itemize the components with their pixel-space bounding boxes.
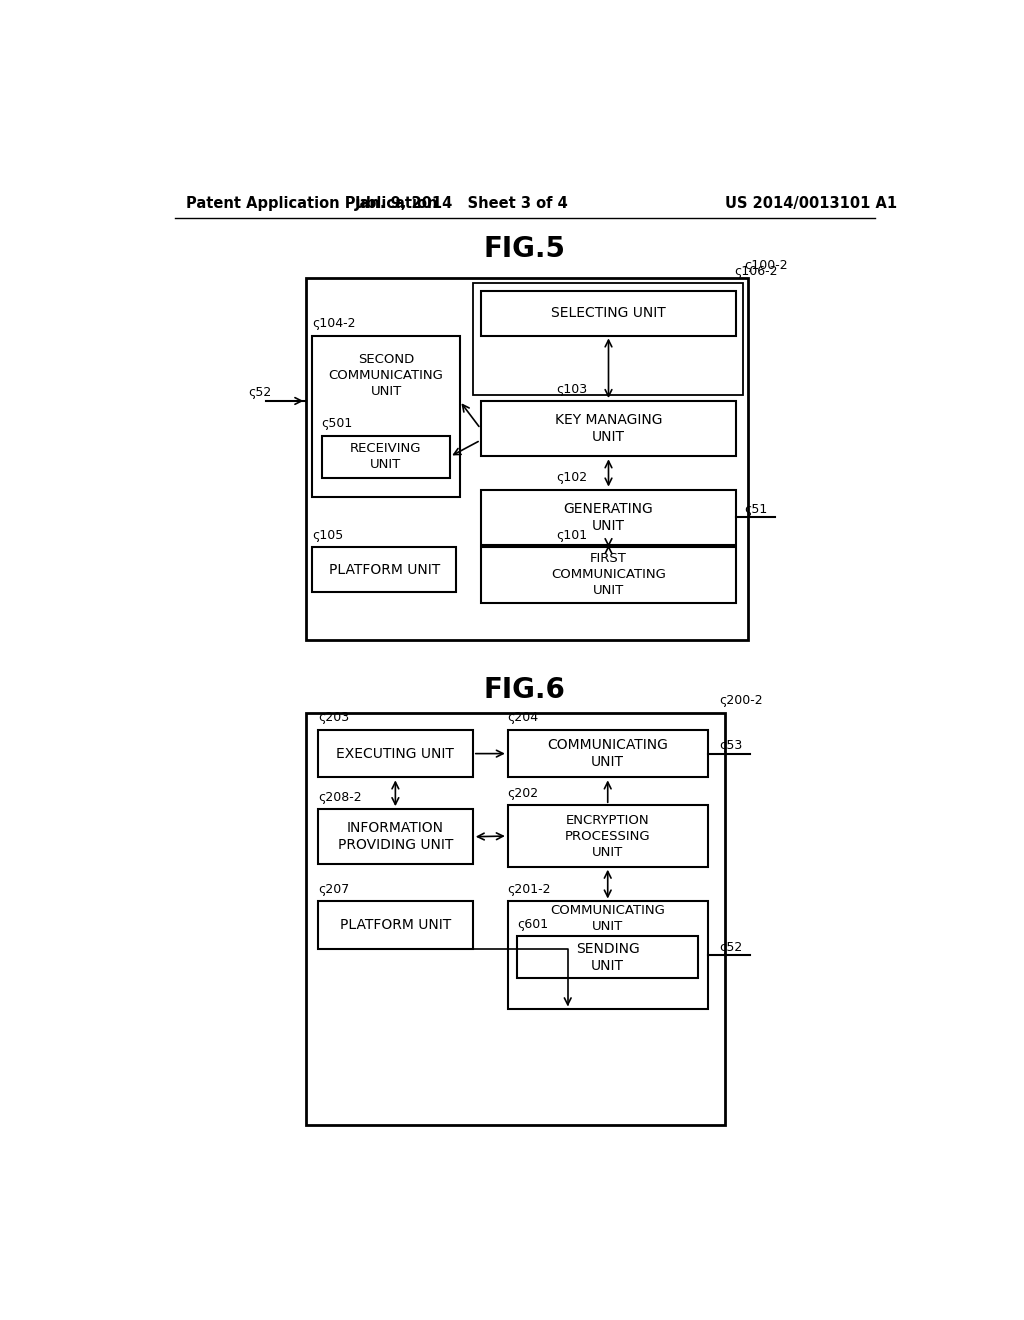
Text: ς208-2: ς208-2 — [317, 791, 361, 804]
Bar — [508, 805, 708, 867]
Text: FIG.6: FIG.6 — [484, 676, 565, 704]
Bar — [480, 401, 736, 457]
Text: INFORMATION
PROVIDING UNIT: INFORMATION PROVIDING UNIT — [338, 821, 453, 853]
Bar — [517, 936, 698, 978]
Text: EXECUTING UNIT: EXECUTING UNIT — [337, 747, 455, 760]
Text: ς53: ς53 — [719, 739, 742, 752]
Bar — [312, 335, 460, 498]
Bar — [473, 284, 742, 395]
Bar — [508, 730, 708, 777]
Text: ς501: ς501 — [322, 417, 353, 430]
Bar — [317, 730, 473, 777]
Text: ς204: ς204 — [508, 711, 539, 725]
Text: ς207: ς207 — [317, 883, 349, 896]
Text: Patent Application Publication: Patent Application Publication — [186, 195, 437, 211]
Text: SELECTING UNIT: SELECTING UNIT — [551, 306, 666, 321]
Text: ς52: ς52 — [248, 387, 271, 400]
Text: ς100-2: ς100-2 — [744, 259, 787, 272]
Text: COMMUNICATING
UNIT: COMMUNICATING UNIT — [547, 738, 669, 770]
Text: KEY MANAGING
UNIT: KEY MANAGING UNIT — [555, 413, 663, 445]
Text: FIRST
COMMUNICATING
UNIT: FIRST COMMUNICATING UNIT — [551, 553, 666, 598]
Bar — [306, 713, 725, 1125]
Text: US 2014/0013101 A1: US 2014/0013101 A1 — [725, 195, 897, 211]
Text: PLATFORM UNIT: PLATFORM UNIT — [329, 562, 439, 577]
Text: FIG.5: FIG.5 — [483, 235, 566, 263]
Text: RECEIVING
UNIT: RECEIVING UNIT — [350, 442, 422, 471]
Text: ς51: ς51 — [744, 503, 767, 516]
Bar — [317, 809, 473, 865]
Bar — [306, 277, 748, 640]
Text: ς200-2: ς200-2 — [719, 694, 763, 708]
Text: COMMUNICATING
UNIT: COMMUNICATING UNIT — [550, 904, 666, 933]
Text: ς103: ς103 — [557, 383, 588, 396]
Bar — [480, 290, 736, 335]
Bar — [322, 436, 450, 478]
Text: Jan. 9, 2014   Sheet 3 of 4: Jan. 9, 2014 Sheet 3 of 4 — [354, 195, 568, 211]
Text: GENERATING
UNIT: GENERATING UNIT — [563, 502, 653, 533]
Bar — [480, 490, 736, 545]
Text: ς202: ς202 — [508, 787, 539, 800]
Text: ς52: ς52 — [719, 941, 742, 954]
Text: PLATFORM UNIT: PLATFORM UNIT — [340, 919, 451, 932]
Text: ς102: ς102 — [557, 471, 588, 484]
Text: ς201-2: ς201-2 — [508, 883, 551, 896]
Text: SECOND
COMMUNICATING
UNIT: SECOND COMMUNICATING UNIT — [329, 352, 443, 399]
Bar — [312, 548, 456, 591]
Text: ς106-2: ς106-2 — [734, 265, 777, 277]
Text: ENCRYPTION
PROCESSING
UNIT: ENCRYPTION PROCESSING UNIT — [565, 813, 650, 858]
Text: SENDING
UNIT: SENDING UNIT — [575, 941, 640, 973]
Text: ς203: ς203 — [317, 711, 349, 725]
Text: ς105: ς105 — [312, 529, 344, 543]
Text: ς104-2: ς104-2 — [312, 317, 356, 330]
Text: ς601: ς601 — [517, 917, 548, 931]
Bar — [317, 902, 473, 949]
Bar — [480, 548, 736, 603]
Bar — [508, 902, 708, 1010]
Text: ς101: ς101 — [557, 529, 588, 543]
